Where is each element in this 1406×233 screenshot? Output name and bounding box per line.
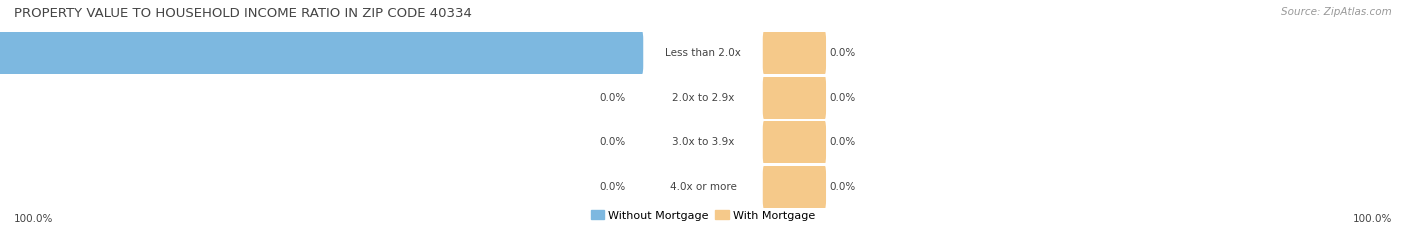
Text: 0.0%: 0.0% — [830, 93, 856, 103]
Text: 0.0%: 0.0% — [830, 137, 856, 147]
Text: 0.0%: 0.0% — [830, 48, 856, 58]
Text: 3.0x to 3.9x: 3.0x to 3.9x — [672, 137, 734, 147]
Text: Source: ZipAtlas.com: Source: ZipAtlas.com — [1281, 7, 1392, 17]
Text: 0.0%: 0.0% — [599, 137, 626, 147]
Text: 0.0%: 0.0% — [599, 93, 626, 103]
Text: 0.0%: 0.0% — [830, 182, 856, 192]
Text: 0.0%: 0.0% — [599, 182, 626, 192]
Text: Less than 2.0x: Less than 2.0x — [665, 48, 741, 58]
Text: 100.0%: 100.0% — [14, 214, 53, 224]
Text: 4.0x or more: 4.0x or more — [669, 182, 737, 192]
FancyBboxPatch shape — [0, 28, 644, 77]
Text: 2.0x to 2.9x: 2.0x to 2.9x — [672, 93, 734, 103]
Legend: Without Mortgage, With Mortgage: Without Mortgage, With Mortgage — [586, 206, 820, 225]
FancyBboxPatch shape — [762, 28, 827, 77]
Text: 100.0%: 100.0% — [1353, 214, 1392, 224]
FancyBboxPatch shape — [762, 118, 827, 167]
Text: PROPERTY VALUE TO HOUSEHOLD INCOME RATIO IN ZIP CODE 40334: PROPERTY VALUE TO HOUSEHOLD INCOME RATIO… — [14, 7, 472, 20]
FancyBboxPatch shape — [762, 73, 827, 122]
FancyBboxPatch shape — [762, 163, 827, 212]
